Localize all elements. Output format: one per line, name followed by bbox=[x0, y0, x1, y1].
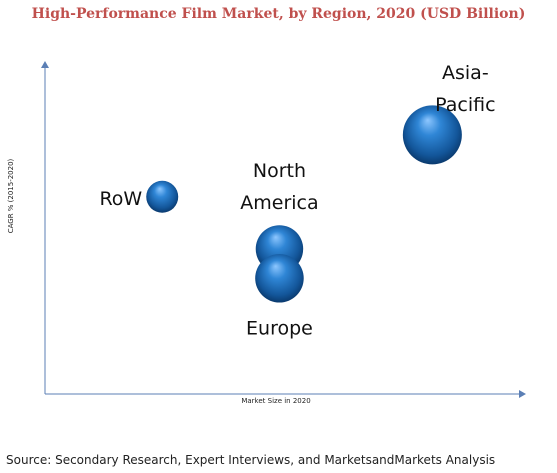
bubbles-group bbox=[146, 105, 462, 303]
bubble-europe bbox=[255, 254, 304, 303]
bubble-asia-pacific bbox=[402, 105, 462, 165]
bubble-label-line: Pacific bbox=[435, 94, 495, 116]
y-axis-label: CAGR % (2015-2020) bbox=[7, 158, 15, 233]
bubble-label-line: Europe bbox=[246, 317, 313, 339]
chart-title: High-Performance Film Market, by Region,… bbox=[31, 6, 526, 22]
bubble-label-line: America bbox=[240, 192, 318, 214]
bubble-labels-group: RoW North America Europe Asia- Pacific bbox=[99, 62, 495, 339]
bubble-label-line: North bbox=[253, 160, 306, 182]
bubble-label-row: RoW bbox=[99, 188, 142, 210]
bubble-label-europe: Europe bbox=[246, 317, 313, 339]
bubble-label-line: Asia- bbox=[442, 62, 489, 84]
bubble-label-asia-pacific: Asia- Pacific bbox=[435, 62, 495, 116]
bubble-label-line: RoW bbox=[99, 188, 142, 210]
x-axis-label: Market Size in 2020 bbox=[241, 397, 310, 405]
bubble-row bbox=[146, 180, 179, 213]
bubble-label-north-america: North America bbox=[240, 160, 318, 214]
source-note: Source: Secondary Research, Expert Inter… bbox=[6, 453, 496, 467]
